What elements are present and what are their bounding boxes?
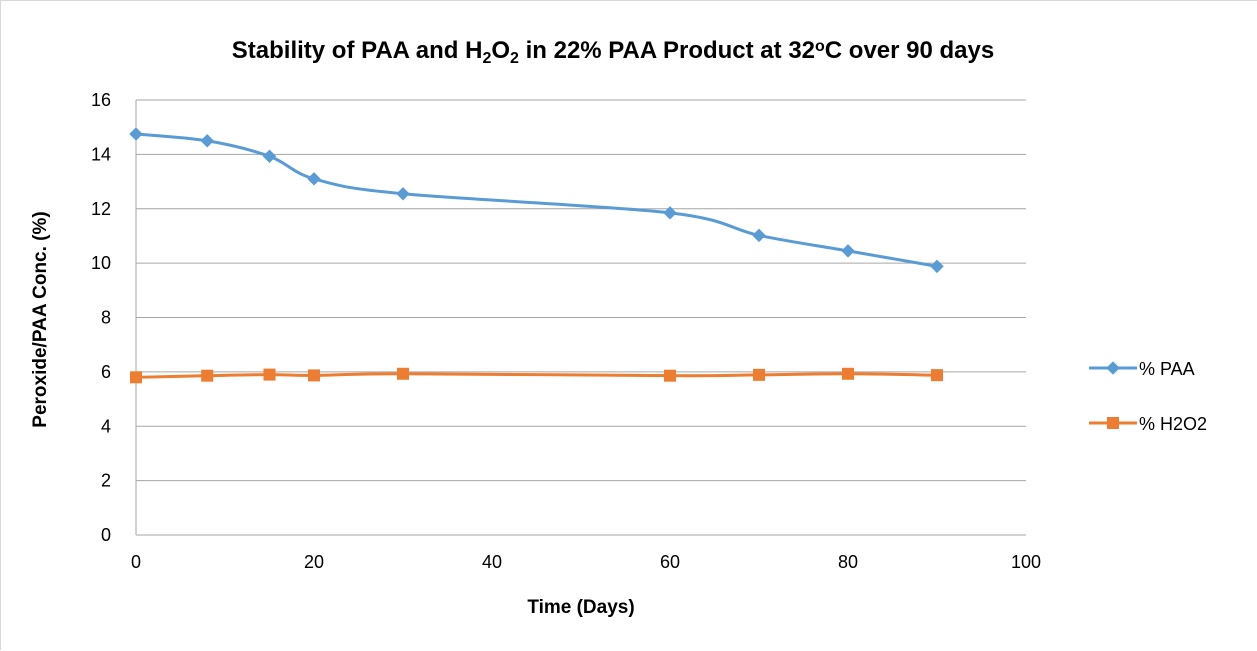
legend-marker [1107,417,1119,429]
legend: % PAA % H2O2 [1089,359,1207,434]
data-point-h2o2 [263,368,276,381]
x-tick-label: 80 [838,552,858,572]
data-point-paa [930,259,944,274]
data-point-h2o2 [664,369,676,382]
data-point-h2o2 [130,371,142,384]
y-tick-label: 8 [101,308,111,328]
data-point-h2o2 [931,369,943,382]
legend-label: % PAA [1139,359,1195,379]
chart-title-group: Stability of PAA and H2O2 in 22% PAA Pro… [232,37,994,67]
chart-title: Stability of PAA and H2O2 in 22% PAA Pro… [232,37,994,67]
data-point-paa [262,149,277,163]
legend-item-paa: % PAA [1089,359,1195,379]
series-group [129,127,944,384]
data-point-h2o2 [397,367,409,380]
x-tick-label: 40 [482,552,502,572]
legend-marker [1106,361,1120,375]
gridlines [136,99,1026,482]
y-tick-label: 10 [91,253,111,273]
y-tick-label: 2 [101,471,111,491]
legend-label: % H2O2 [1139,414,1207,434]
x-axis-title: Time (Days) [527,597,634,618]
x-tick-label: 20 [304,552,324,572]
data-point-h2o2 [201,369,214,382]
series-paa [129,127,944,274]
x-tick-label: 60 [660,552,680,572]
y-tick-label: 16 [91,90,111,110]
y-tick-label: 6 [101,362,111,382]
data-point-paa [396,187,410,201]
data-point-paa [200,134,214,148]
data-point-paa [307,172,321,186]
series-line-paa [135,132,938,268]
data-point-paa [663,206,677,220]
data-point-h2o2 [753,368,765,381]
axes: 0 2 4 6 8 10 12 14 16 0 20 40 60 80 100 Time (Days) Pero… [30,90,1041,618]
y-tick-label: 0 [101,525,111,545]
data-point-paa [841,244,855,258]
legend-item-h2o2: % H2O2 [1089,414,1207,434]
data-point-h2o2 [842,367,854,380]
data-point-paa [752,228,766,243]
y-tick-label: 14 [91,144,111,164]
x-tick-label: 100 [1011,552,1041,572]
series-line-h2o2 [135,372,938,379]
y-axis-title: Peroxide/PAA Conc. (%) [30,211,51,427]
y-tick-label: 4 [101,416,111,436]
x-tick-label: 0 [131,552,141,572]
y-tick-label: 12 [91,199,111,219]
data-point-paa [129,127,143,141]
series-h2o2 [130,367,943,384]
data-point-h2o2 [308,369,320,382]
